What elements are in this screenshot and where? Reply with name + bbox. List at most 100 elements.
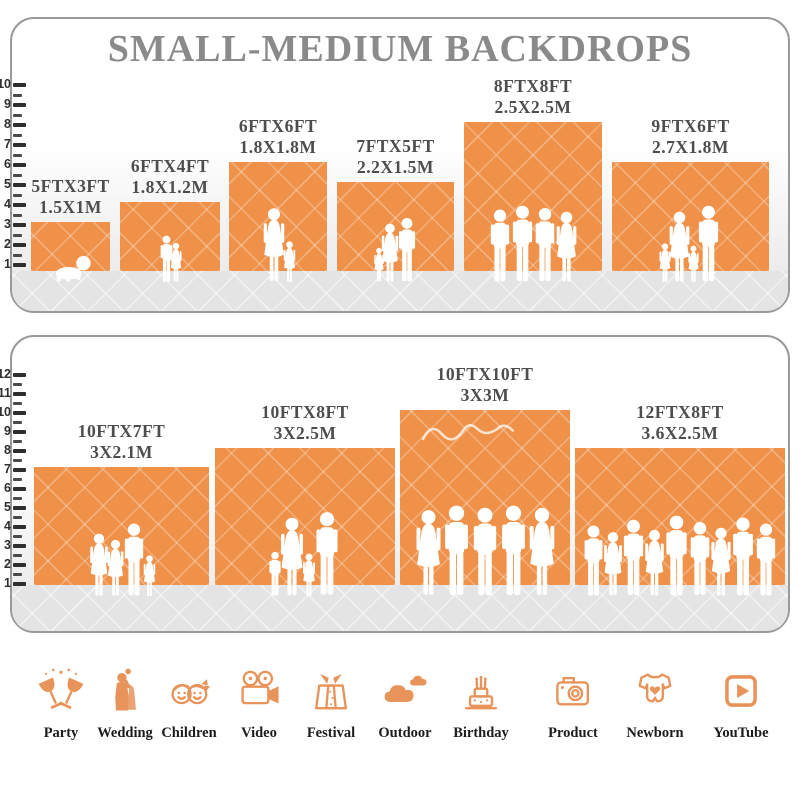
- ruler-minor-tick: [13, 113, 22, 117]
- ruler-major-tick: [13, 392, 26, 396]
- ruler-major-tick: [13, 563, 26, 567]
- ruler-number: 6: [4, 481, 11, 495]
- size-ft-text: 6FTX6FT: [238, 116, 318, 137]
- ruler-major-tick: [13, 123, 26, 127]
- ruler-major-tick: [13, 411, 26, 415]
- size-ft-text: 8FTX8FT: [493, 76, 573, 97]
- ruler-major-tick: [13, 143, 26, 147]
- ruler-number: 12: [0, 367, 11, 381]
- ruler-major-tick: [13, 163, 26, 167]
- size-m-text: 3X2.1M: [90, 441, 153, 462]
- festival-icon: [306, 665, 356, 717]
- legend-label: Festival: [306, 725, 356, 741]
- backdrop-size-label: 8FTX8FT 2.5X2.5M: [424, 76, 642, 117]
- size-m-text: 2.5X2.5M: [494, 96, 572, 117]
- legend-item-birthday: Birthday: [448, 665, 514, 742]
- backdrop-box: [31, 222, 110, 271]
- ruler-major-tick: [13, 430, 26, 434]
- ruler-minor-tick: [13, 253, 22, 257]
- backdrop-box: [34, 467, 209, 585]
- ruler-minor-tick: [13, 535, 22, 538]
- legend-label: Wedding: [97, 725, 153, 741]
- ruler-major-tick: [13, 203, 26, 207]
- ruler-minor-tick: [13, 383, 22, 386]
- size-ft-text: 10FTX7FT: [77, 421, 166, 442]
- ruler-number: 11: [0, 386, 11, 400]
- size-ft-text: 9FTX6FT: [651, 116, 730, 137]
- legend-item-wedding: Wedding: [92, 665, 158, 742]
- ruler-minor-tick: [13, 213, 22, 217]
- floor-strip: [12, 585, 788, 631]
- backdrop-size-label: 6FTX4FT 1.8X1.2M: [80, 156, 260, 197]
- size-ft-text: 10FTX8FT: [261, 402, 349, 423]
- backdrop-box: [575, 448, 785, 585]
- ruler-minor-tick: [13, 516, 22, 519]
- ruler-number: 4: [4, 519, 11, 533]
- ruler-number: 9: [4, 424, 11, 438]
- ruler-minor-tick: [13, 133, 22, 137]
- ruler-minor-tick: [13, 478, 22, 481]
- backdrop-box: [612, 162, 769, 271]
- legend-label: YouTube: [713, 725, 769, 741]
- birthday-icon: [456, 665, 506, 717]
- ruler-number: 2: [4, 237, 11, 251]
- backdrop-size-label: 12FTX8FT 3.6X2.5M: [535, 402, 800, 443]
- ruler-major-tick: [13, 263, 26, 267]
- ruler-minor-tick: [13, 153, 22, 157]
- ruler-number: 9: [4, 97, 11, 111]
- legend-item-children: Children: [156, 665, 222, 742]
- video-icon: [234, 665, 284, 717]
- party-icon: [36, 665, 86, 717]
- outdoor-icon: [380, 665, 430, 717]
- ruler-number: 1: [4, 257, 11, 271]
- legend-item-outdoor: Outdoor: [372, 665, 438, 742]
- legend-label: Outdoor: [378, 725, 432, 741]
- legend-label: Birthday: [453, 725, 509, 741]
- ruler-major-tick: [13, 582, 26, 586]
- large-panel: 1 2 3 4 5 6 7 8 9 10 11 12 10FTX7FT 3X2.1M 10FTX8FT 3X2…: [0, 335, 790, 633]
- size-ft-text: 12FTX8FT: [636, 402, 724, 423]
- ruler-major-tick: [13, 468, 26, 472]
- ruler-minor-tick: [13, 459, 22, 462]
- legend-item-festival: Festival: [298, 665, 364, 742]
- size-m-text: 3X2.5M: [273, 422, 337, 443]
- legend-label: Children: [161, 725, 217, 741]
- ruler-major-tick: [13, 544, 26, 548]
- backdrop-size-label: 6FTX6FT 1.8X1.8M: [189, 116, 367, 157]
- backdrop-box: [120, 202, 220, 271]
- size-ft-text: 5FTX3FT: [31, 176, 110, 197]
- legend-label: Party: [43, 725, 79, 741]
- newborn-icon: [630, 665, 680, 717]
- ruler-number: 1: [4, 576, 11, 590]
- backdrop-size-label: 10FTX8FT 3X2.5M: [175, 402, 435, 443]
- wedding-icon: [100, 665, 150, 717]
- backdrop-size-label: 9FTX6FT 2.7X1.8M: [572, 116, 800, 157]
- size-m-text: 2.7X1.8M: [652, 136, 729, 157]
- ruler-minor-tick: [13, 421, 22, 424]
- ruler-major-tick: [13, 183, 26, 187]
- ruler-major-tick: [13, 373, 26, 377]
- ruler-minor-tick: [13, 497, 22, 500]
- ruler-number: 3: [4, 217, 11, 231]
- size-ft-text: 10FTX10FT: [436, 364, 534, 385]
- ruler-number: 10: [0, 405, 11, 419]
- size-ft-text: 6FTX4FT: [130, 156, 210, 177]
- legend-label: Video: [241, 725, 277, 741]
- floor-strip: [12, 271, 788, 311]
- ruler-number: 4: [4, 197, 11, 211]
- legend-item-product: Product: [540, 665, 606, 742]
- page-title: SMALL-MEDIUM BACKDROPS: [107, 28, 693, 70]
- ruler-minor-tick: [13, 440, 22, 443]
- ruler-minor-tick: [13, 173, 22, 177]
- ruler-minor-tick: [13, 573, 22, 576]
- ruler-major-tick: [13, 83, 26, 87]
- backdrop-box: [337, 182, 454, 271]
- children-icon: [164, 665, 214, 717]
- ruler-major-tick: [13, 487, 26, 491]
- small-medium-panel: SMALL-MEDIUM BACKDROPS 1 2 3 4 5 6 7 8 9 10 5FTX3F…: [0, 17, 790, 313]
- ruler-number: 7: [4, 137, 11, 151]
- size-m-text: 3X3M: [460, 384, 510, 405]
- size-m-text: 1.5X1M: [39, 196, 102, 217]
- ruler-minor-tick: [13, 233, 22, 237]
